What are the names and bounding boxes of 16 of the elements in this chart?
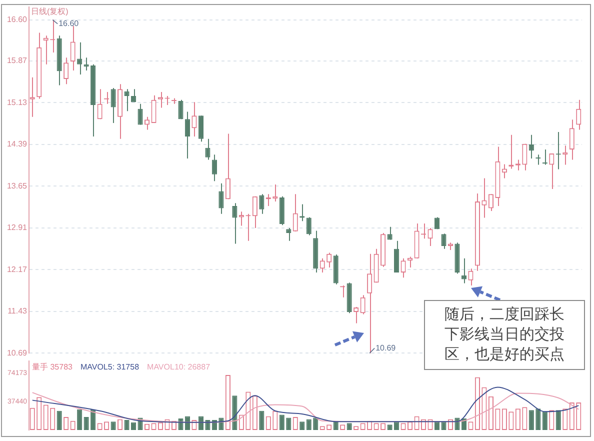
text: MAVOL10: 26887 bbox=[147, 362, 211, 372]
y-tick-label: 11.43 bbox=[8, 306, 28, 316]
annotation: 16.60 bbox=[58, 18, 80, 28]
y-tick-label: 10.69 bbox=[6, 348, 28, 358]
chart-title: 日线(复权) bbox=[31, 7, 69, 16]
y-tick-label: 12.17 bbox=[6, 264, 28, 274]
y-tick-label: 14.39 bbox=[6, 140, 28, 149]
annotation: 10.69 bbox=[376, 343, 396, 352]
y-tick-label: 12.91 bbox=[6, 223, 28, 232]
y-tick-label: 15.87 bbox=[6, 56, 28, 66]
y-tick-label: 15.13 bbox=[6, 98, 28, 107]
annotation: 随后，二度回踩长下影线当日的交投区，也是好的买点 bbox=[424, 300, 585, 370]
text: 量手 35783 bbox=[32, 362, 74, 372]
y-tick-label: 16.60 bbox=[6, 14, 28, 24]
y-tick-label: 13.65 bbox=[6, 181, 28, 190]
text: MAVOL5: 31758 bbox=[80, 362, 140, 372]
